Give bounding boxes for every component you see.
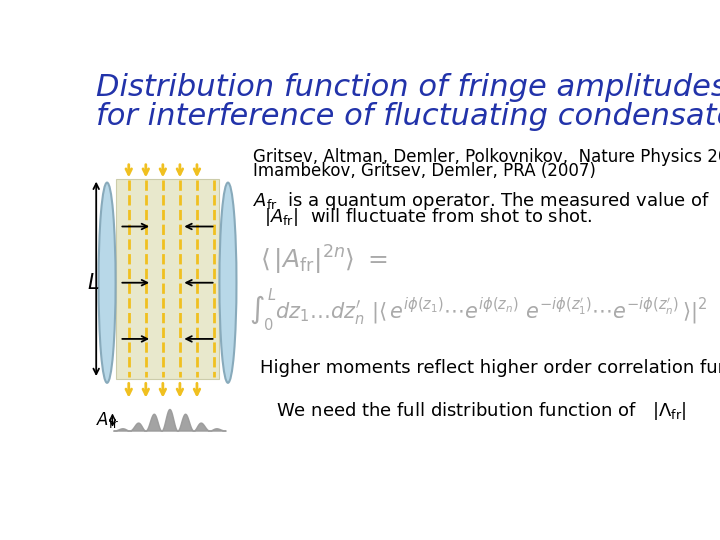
Text: Higher moments reflect higher order correlation functions: Higher moments reflect higher order corr… [261,359,720,377]
Text: $|A_{\mathrm{fr}}|$  will fluctuate from shot to shot.: $|A_{\mathrm{fr}}|$ will fluctuate from … [264,206,592,228]
Text: We need the full distribution function of   $|\Lambda_{\mathrm{fr}}|$: We need the full distribution function o… [276,400,686,422]
Text: for interference of fluctuating condensates: for interference of fluctuating condensa… [96,102,720,131]
Ellipse shape [220,183,236,383]
Text: L: L [87,273,99,293]
FancyBboxPatch shape [116,179,220,379]
Text: Imambekov, Gritsev, Demler, PRA (2007): Imambekov, Gritsev, Demler, PRA (2007) [253,162,595,180]
Text: $\int_0^L dz_1 \ldots dz_n^{\prime}\ |\langle\, e^{i\phi(z_1)}\cdots e^{i\phi(z_: $\int_0^L dz_1 \ldots dz_n^{\prime}\ |\l… [249,287,708,333]
Ellipse shape [99,183,116,383]
Text: $A_{\mathrm{fr}}$  is a quantum operator. The measured value of: $A_{\mathrm{fr}}$ is a quantum operator.… [253,190,710,212]
Text: Gritsev, Altman, Demler, Polkovnikov,  Nature Physics 2006: Gritsev, Altman, Demler, Polkovnikov, Na… [253,148,720,166]
Text: Distribution function of fringe amplitudes: Distribution function of fringe amplitud… [96,72,720,102]
Text: $A_{\mathrm{fr}}$: $A_{\mathrm{fr}}$ [96,410,120,430]
Text: $\langle\,|A_{\mathrm{fr}}|^{2n}\rangle\ =$: $\langle\,|A_{\mathrm{fr}}|^{2n}\rangle\… [261,244,389,276]
